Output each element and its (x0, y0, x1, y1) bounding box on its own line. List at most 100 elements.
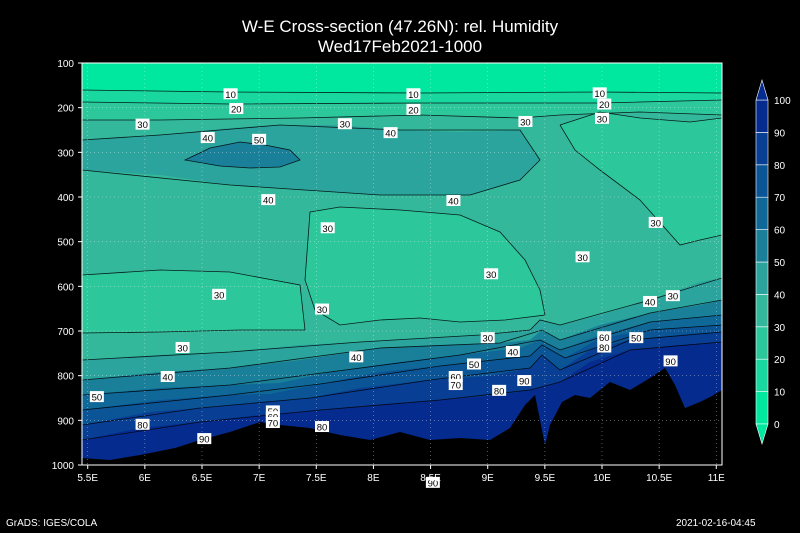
contour-label: 80 (315, 421, 329, 434)
contour-label: 30 (315, 303, 329, 316)
contour-label-bg (135, 418, 150, 430)
contour-label-text: 30 (577, 253, 588, 264)
contour-label: 40 (349, 351, 364, 364)
contour-label: 30 (320, 222, 335, 235)
contour-label-text: 10 (408, 90, 419, 101)
contour-label-text: 30 (668, 292, 679, 303)
band-20-30-mid (305, 207, 545, 325)
contour-label-bg (575, 251, 590, 263)
contour-label: 30 (480, 332, 495, 345)
contour-label: 40 (200, 132, 215, 145)
contour-label-text: 90 (199, 435, 210, 446)
contour-label: 70 (265, 417, 280, 430)
contour-label-text: 70 (450, 381, 461, 392)
contour-label-bg (261, 194, 276, 206)
contour-label: 30 (518, 115, 533, 128)
band-50-60-blob (185, 142, 300, 168)
contour-label-bg (175, 341, 190, 353)
contour-label: 30 (175, 341, 190, 354)
contour-label-text: 30 (650, 218, 661, 229)
contour-label: 10 (592, 87, 607, 100)
contour-label: 30 (135, 118, 150, 131)
contour-label: 40 (160, 371, 175, 384)
contour-label-bg (446, 195, 461, 207)
contour-label-bg (135, 118, 150, 130)
contour-label: 90 (517, 375, 532, 388)
contour-label-text: 50 (92, 393, 103, 404)
colorbar-segment (755, 196, 769, 230)
chart-subtitle: Wed17Feb2021-1000 (317, 37, 483, 56)
colorbar-label: 0 (774, 420, 780, 431)
contour-label-text: 30 (520, 117, 531, 128)
contour-label-bg (448, 371, 463, 383)
contour-label-bg (629, 332, 644, 344)
y-tick-label: 500 (57, 238, 74, 249)
grid-lines (82, 62, 722, 466)
contour-label-bg (505, 345, 520, 357)
contour-label: 30 (337, 118, 352, 131)
contour-label-bg (595, 112, 609, 124)
contour-label-text: 30 (317, 305, 328, 316)
contour-label-text: 40 (385, 129, 396, 140)
contour-label-bg (315, 421, 329, 433)
contour-label-bg (597, 331, 612, 343)
colorbar-segment (755, 164, 769, 198)
colorbar: 0 10 20 30 40 50 60 70 80 90 100 (755, 78, 791, 446)
contour-label-bg (648, 216, 663, 228)
contour-label: 60 (597, 331, 612, 344)
contour-label-bg (665, 290, 680, 302)
contour-label-bg (315, 303, 329, 315)
contour-label-text: 40 (202, 134, 213, 145)
contour-label-bg (597, 341, 612, 353)
contour-label-bg (492, 384, 507, 396)
y-axis: 100 200 300 400 500 600 700 800 900 1000 (52, 59, 82, 472)
band-lt10 (82, 63, 722, 93)
contour-label-text: 40 (263, 196, 274, 207)
contour-label-text: 50 (631, 334, 642, 345)
contour-label: 10 (223, 88, 238, 101)
contour-label-bg (517, 375, 532, 387)
y-tick-label: 300 (57, 148, 74, 159)
contour-label-text: 90 (665, 357, 676, 368)
contour-label-text: 30 (482, 334, 493, 345)
y-tick-label: 700 (57, 327, 74, 338)
contour-label: 80 (597, 341, 612, 354)
colorbar-segment (755, 229, 769, 263)
colorbar-label: 100 (774, 96, 791, 107)
footer-timestamp: 2021-02-16-04:45 (676, 518, 756, 529)
contour-label-bg (425, 476, 440, 488)
contour-label: 90 (425, 476, 440, 489)
contour-label: 40 (383, 127, 398, 140)
contour-label-text: 70 (268, 419, 279, 430)
colorbar-segment (755, 99, 769, 133)
contour-label: 30 (212, 288, 227, 301)
colorbar-segment (755, 261, 769, 295)
contour-label-text: 50 (469, 360, 480, 371)
contour-label: 30 (665, 290, 680, 303)
contour-label-text: 40 (448, 197, 459, 208)
band-20-30-right (560, 112, 722, 245)
contour-label-text: 60 (450, 373, 461, 384)
colorbar-arrow-bottom (755, 423, 769, 446)
contour-label-bg (160, 371, 175, 383)
x-tick-label: 7.5E (306, 473, 327, 484)
contour-label: 70 (448, 379, 463, 392)
colorbar-label: 70 (774, 193, 786, 204)
contour-label: 40 (505, 345, 520, 358)
colorbar-segment (755, 326, 769, 360)
contour-label: 80 (492, 384, 507, 397)
x-tick-label: 6E (139, 473, 152, 484)
contour-label: 20 (597, 98, 612, 111)
contour-label-bg (663, 355, 678, 367)
contour-label-bg (484, 268, 499, 280)
x-tick-label: 10E (593, 473, 611, 484)
contour-label-bg (320, 222, 335, 234)
contour-label: 30 (595, 112, 609, 125)
contour-label-text: 30 (322, 224, 333, 235)
colorbar-label: 20 (774, 355, 786, 366)
contour-label-text: 30 (340, 120, 351, 131)
contour-label: 30 (575, 251, 590, 264)
x-tick-label: 9.5E (535, 473, 556, 484)
